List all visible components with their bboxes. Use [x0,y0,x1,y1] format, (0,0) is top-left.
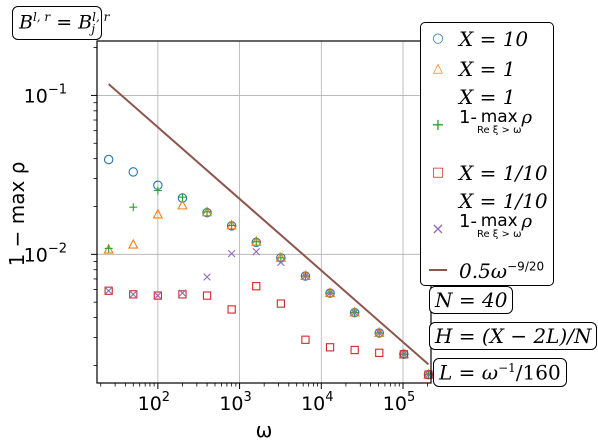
legend: ○ X = 10 △ X = 1 X = 1 + 1- max Re ξ > ω… [420,22,554,286]
point-x [154,291,162,300]
point-x [277,258,285,267]
fit-line [107,83,430,366]
point-square [325,343,335,352]
point-square [424,370,433,379]
point-x [350,308,359,317]
point-x [301,272,310,280]
grid-lines [97,41,431,383]
point-x [400,350,408,359]
point-square [202,291,212,300]
n-annotation: N = 40 [429,286,514,314]
point-x [375,329,384,337]
x-marker-icon: × [431,219,445,238]
point-triangle [103,243,114,254]
y-tick-label: 10−2 [24,241,67,266]
point-plus [227,221,236,230]
point-x [129,290,138,299]
point-circle [103,154,114,165]
point-circle [128,167,139,177]
x-tick-label: 105 [383,390,415,415]
line-marker-icon [429,269,447,271]
circle-marker-icon: ○ [432,31,444,46]
point-plus [252,237,261,246]
point-square [399,350,409,359]
point-triangle [128,238,139,249]
x-tick-label: 104 [301,390,333,415]
plus-marker-icon: + [431,115,445,134]
y-axis-ticks: 10−1 10−2 [24,47,97,366]
triangle-marker-icon: △ [433,61,443,76]
h-annotation: H = (X − 2L)/N [429,322,598,350]
point-plus [178,193,187,202]
point-plus [276,253,285,262]
point-square [252,282,261,291]
point-x [227,249,236,258]
point-square [375,348,384,357]
point-plus [104,244,113,253]
y-tick-label: 10−1 [24,82,67,107]
point-plus [129,203,138,212]
point-square [227,305,236,314]
point-plus [203,207,212,216]
point-x [104,286,113,295]
point-x [326,289,334,297]
point-triangle [152,208,164,219]
x-axis-label: ω [256,418,273,442]
point-triangle [177,199,188,210]
equation-annotation: Bl, r = Bl, rj [12,6,109,41]
point-square [301,335,310,344]
point-x [252,247,261,256]
x-axis-ticks: 102 103 104 105 [100,383,429,415]
point-square [104,286,113,295]
point-square [129,290,138,299]
point-x [178,289,187,297]
square-marker-icon: □ [431,165,445,180]
x-tick-label: 102 [138,390,170,415]
point-square [178,290,187,299]
point-x [203,273,211,281]
point-plus [153,186,162,195]
data-marks [103,83,434,380]
l-annotation: L = ω−1/160 [433,358,567,387]
point-square [276,299,286,308]
point-square [153,291,163,300]
point-square [350,345,359,355]
y-axis-label: 1 − max ρ [5,162,29,267]
x-tick-label: 103 [219,390,251,415]
